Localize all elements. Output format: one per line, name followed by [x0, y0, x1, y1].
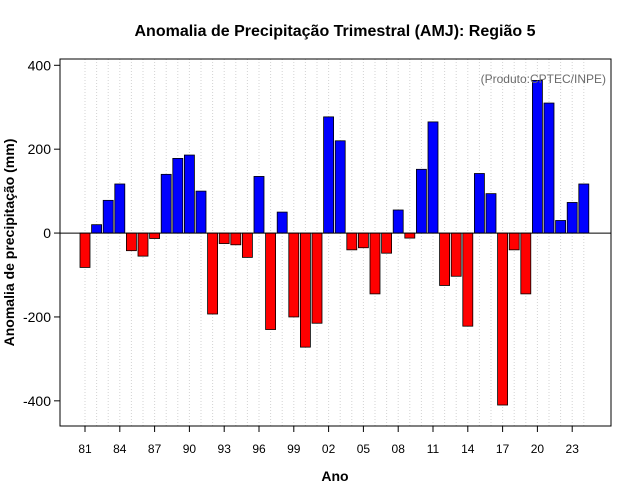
bar-2004 — [346, 232, 358, 251]
x-tick-label: 87 — [148, 442, 162, 456]
bar-1997 — [265, 232, 277, 330]
bar-1989 — [172, 158, 184, 234]
x-tick-label: 14 — [461, 442, 475, 456]
x-tick-label: 02 — [322, 442, 336, 456]
bar-1993 — [218, 232, 230, 244]
bar-2015 — [473, 173, 485, 234]
chart-title: Anomalia de Precipitação Trimestral (AMJ… — [134, 23, 535, 40]
bar-2013 — [450, 232, 462, 277]
bar-2003 — [334, 140, 346, 234]
bar-2023 — [566, 202, 578, 234]
x-tick-label: 81 — [78, 442, 92, 456]
y-axis-label: Anomalia de precipitação (mm) — [1, 139, 17, 347]
y-tick-label: -200 — [23, 309, 51, 325]
x-tick-label: 84 — [113, 442, 127, 456]
x-axis-label: Ano — [321, 468, 348, 484]
bar-1992 — [207, 232, 219, 315]
x-tick-label: 23 — [566, 442, 580, 456]
bar-2008 — [392, 209, 404, 234]
bar-1982 — [91, 224, 102, 234]
bar-1983 — [102, 199, 114, 234]
bar-2017 — [497, 232, 509, 406]
y-axis: 400 200 0 -200 -400 — [23, 57, 60, 409]
x-tick-label: 20 — [531, 442, 545, 456]
bar-1991 — [195, 190, 207, 234]
bar-1999 — [288, 232, 300, 318]
bar-1996 — [253, 176, 265, 234]
bar-1988 — [160, 173, 172, 234]
bar-2014 — [462, 232, 474, 327]
y-tick-label: 200 — [28, 141, 52, 157]
bar-2006 — [369, 232, 381, 295]
bar-2024 — [578, 183, 590, 234]
bar-2018 — [508, 232, 520, 251]
bar-2011 — [427, 121, 439, 234]
bar-2021 — [543, 102, 555, 234]
bar-2010 — [415, 168, 427, 234]
bar-2002 — [323, 116, 335, 234]
y-tick-label: 400 — [28, 57, 52, 73]
bar-1984 — [114, 183, 126, 234]
plot-frame — [59, 58, 612, 427]
x-tick-label: 08 — [392, 442, 406, 456]
bar-1986 — [137, 232, 149, 257]
bar-2000 — [299, 232, 311, 348]
bar-1985 — [126, 232, 137, 252]
bar-2007 — [381, 232, 393, 254]
bar-1998 — [276, 211, 288, 234]
bar-2001 — [311, 232, 323, 324]
bar-1981 — [79, 232, 91, 268]
x-tick-label: 05 — [357, 442, 371, 456]
bar-1994 — [230, 232, 242, 246]
bar-2020 — [532, 79, 543, 234]
bar-1987 — [149, 232, 161, 239]
x-tick-label: 96 — [252, 442, 266, 456]
bar-2005 — [357, 232, 369, 249]
y-tick-label: 0 — [43, 225, 51, 241]
x-tick-label: 17 — [496, 442, 510, 456]
bar-2019 — [520, 232, 532, 295]
x-tick-label: 11 — [427, 442, 440, 456]
bar-2022 — [555, 220, 566, 234]
bars — [79, 79, 590, 406]
x-tick-label: 99 — [287, 442, 301, 456]
y-tick-label: -400 — [23, 393, 51, 409]
bar-1990 — [183, 154, 195, 234]
bar-2009 — [404, 232, 416, 239]
source-annotation: (Produto:CPTEC/INPE) — [481, 72, 606, 86]
bar-2016 — [485, 193, 497, 234]
x-axis: 81 84 87 90 93 96 99 02 05 08 11 14 17 20 23 — [78, 426, 579, 456]
x-tick-label: 93 — [218, 442, 232, 456]
x-tick-label: 90 — [183, 442, 197, 456]
bar-1995 — [241, 232, 253, 258]
bar-2012 — [439, 232, 451, 286]
